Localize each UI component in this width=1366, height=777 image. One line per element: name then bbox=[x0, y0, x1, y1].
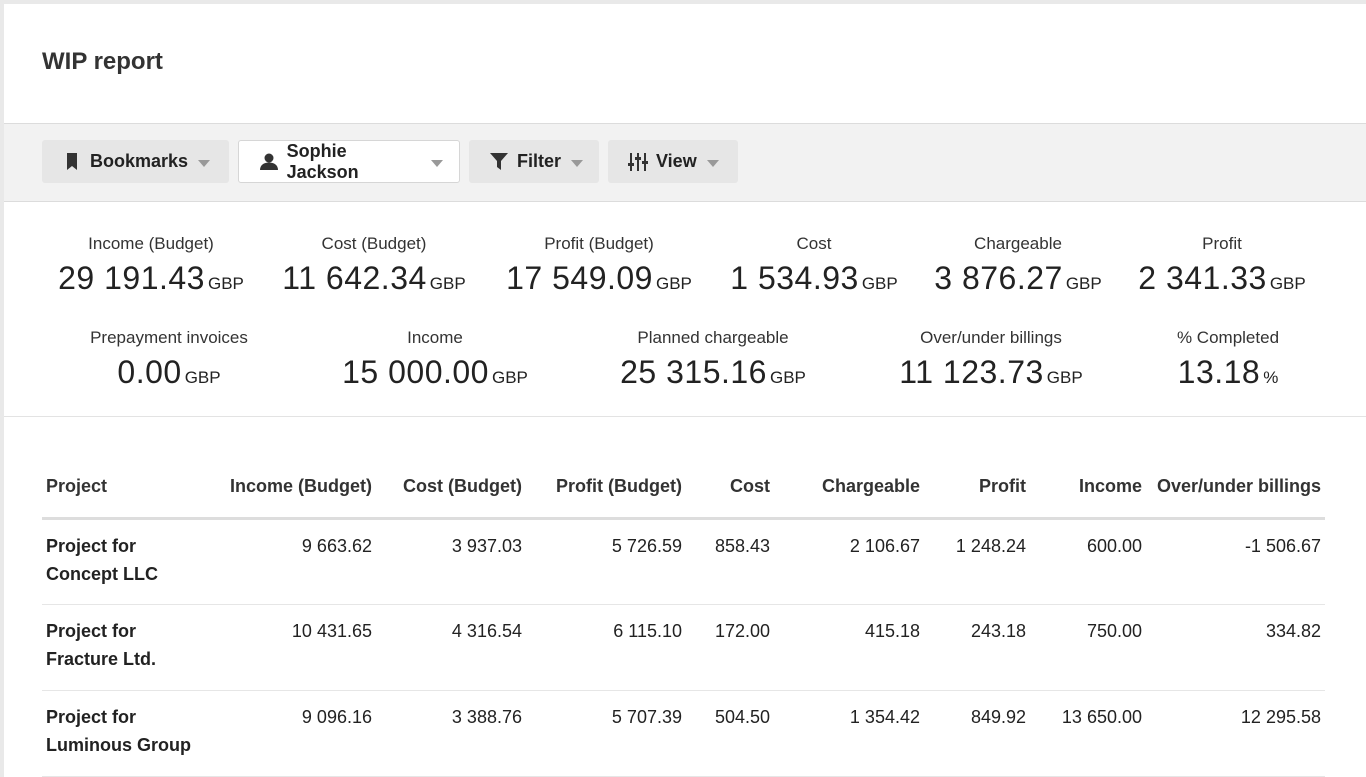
cell-income: 13 650.00 bbox=[1030, 690, 1146, 777]
cell-profit: 849.92 bbox=[924, 690, 1030, 777]
user-label: Sophie Jackson bbox=[286, 140, 359, 182]
stat-cost: Cost 1 534.93 GBP bbox=[730, 234, 898, 296]
cell-income-budget: 9 663.62 bbox=[212, 518, 376, 605]
table-row[interactable]: Project for Concept LLC 9 663.62 3 937.0… bbox=[42, 518, 1325, 605]
cell-profit: 243.18 bbox=[924, 604, 1030, 691]
chevron-down-icon bbox=[571, 159, 583, 167]
stat-profit-budget: Profit (Budget) 17 549.09 GBP bbox=[506, 234, 692, 296]
stat-planned-chargeable: Planned chargeable 25 315.16 GBP bbox=[620, 328, 806, 390]
col-header-chargeable[interactable]: Chargeable bbox=[774, 456, 924, 520]
col-header-income[interactable]: Income bbox=[1030, 456, 1146, 520]
cell-income-budget: 9 096.16 bbox=[212, 690, 376, 777]
stat-income: Income 15 000.00 GBP bbox=[342, 328, 528, 390]
chevron-down-icon bbox=[706, 159, 719, 167]
chevron-down-icon bbox=[198, 159, 211, 167]
cell-chargeable: 415.18 bbox=[774, 604, 924, 691]
cell-profit-budget: 5 726.59 bbox=[526, 518, 686, 605]
col-header-cost[interactable]: Cost bbox=[686, 456, 774, 520]
cell-profit: 1 248.24 bbox=[924, 518, 1030, 605]
filter-icon bbox=[489, 152, 509, 172]
cell-cost: 172.00 bbox=[686, 604, 774, 691]
stat-profit: Profit 2 341.33 GBP bbox=[1138, 234, 1306, 296]
wip-report-panel: WIP report Bookmarks Sophie Jackson Filt… bbox=[4, 4, 1366, 777]
bookmark-icon bbox=[62, 152, 82, 172]
view-button[interactable]: View bbox=[608, 140, 738, 183]
col-header-over-under-billings[interactable]: Over/under billings bbox=[1146, 456, 1325, 520]
cell-over-under-billings: 334.82 bbox=[1146, 604, 1325, 691]
filter-label: Filter bbox=[516, 151, 561, 171]
view-label: View bbox=[656, 151, 697, 171]
col-header-project[interactable]: Project bbox=[42, 456, 212, 520]
cell-cost-budget: 4 316.54 bbox=[376, 604, 526, 691]
wip-table: Project Income (Budget) Cost (Budget) Pr… bbox=[42, 456, 1325, 777]
project-name[interactable]: Project for Luminous Group bbox=[42, 690, 212, 777]
cell-over-under-billings: 12 295.58 bbox=[1146, 690, 1325, 777]
col-header-income-budget[interactable]: Income (Budget) bbox=[212, 456, 376, 520]
project-name[interactable]: Project for Concept LLC bbox=[42, 518, 212, 605]
sliders-icon bbox=[628, 152, 648, 172]
cell-income: 750.00 bbox=[1030, 604, 1146, 691]
user-icon bbox=[259, 152, 279, 172]
table-row[interactable]: Project for Fracture Ltd. 10 431.65 4 31… bbox=[42, 604, 1325, 691]
stat-income-budget: Income (Budget) 29 191.43 GBP bbox=[58, 234, 244, 296]
cell-cost: 858.43 bbox=[686, 518, 774, 605]
chevron-down-icon bbox=[431, 159, 443, 167]
col-header-profit-budget[interactable]: Profit (Budget) bbox=[526, 456, 686, 520]
cell-chargeable: 1 354.42 bbox=[774, 690, 924, 777]
col-header-cost-budget[interactable]: Cost (Budget) bbox=[376, 456, 526, 520]
page-title: WIP report bbox=[42, 48, 163, 75]
toolbar: Bookmarks Sophie Jackson Filter bbox=[4, 124, 1366, 202]
cell-profit-budget: 5 707.39 bbox=[526, 690, 686, 777]
table-header-row: Project Income (Budget) Cost (Budget) Pr… bbox=[42, 456, 1325, 520]
stat-cost-budget: Cost (Budget) 11 642.34 GBP bbox=[282, 234, 466, 296]
page-header: WIP report bbox=[4, 4, 1366, 124]
bookmarks-button[interactable]: Bookmarks bbox=[42, 140, 229, 183]
cell-cost: 504.50 bbox=[686, 690, 774, 777]
cell-income-budget: 10 431.65 bbox=[212, 604, 376, 691]
table-row[interactable]: Project for Luminous Group 9 096.16 3 38… bbox=[42, 690, 1325, 777]
bookmarks-label: Bookmarks bbox=[90, 151, 189, 171]
summary-stats: Income (Budget) 29 191.43 GBP Cost (Budge… bbox=[4, 202, 1366, 417]
cell-cost-budget: 3 388.76 bbox=[376, 690, 526, 777]
project-name[interactable]: Project for Fracture Ltd. bbox=[42, 604, 212, 691]
stat-prepayment-invoices: Prepayment invoices 0.00 GBP bbox=[90, 328, 248, 390]
filter-button[interactable]: Filter bbox=[469, 140, 599, 183]
cell-chargeable: 2 106.67 bbox=[774, 518, 924, 605]
stat-chargeable: Chargeable 3 876.27 GBP bbox=[934, 234, 1102, 296]
user-selector-button[interactable]: Sophie Jackson bbox=[238, 140, 460, 183]
stat-percent-completed: % Completed 13.18% bbox=[1176, 328, 1280, 390]
cell-profit-budget: 6 115.10 bbox=[526, 604, 686, 691]
stat-over-under-billings: Over/under billings 11 123.73 GBP bbox=[899, 328, 1083, 390]
cell-cost-budget: 3 937.03 bbox=[376, 518, 526, 605]
cell-income: 600.00 bbox=[1030, 518, 1146, 605]
col-header-profit[interactable]: Profit bbox=[924, 456, 1030, 520]
cell-over-under-billings: -1 506.67 bbox=[1146, 518, 1325, 605]
